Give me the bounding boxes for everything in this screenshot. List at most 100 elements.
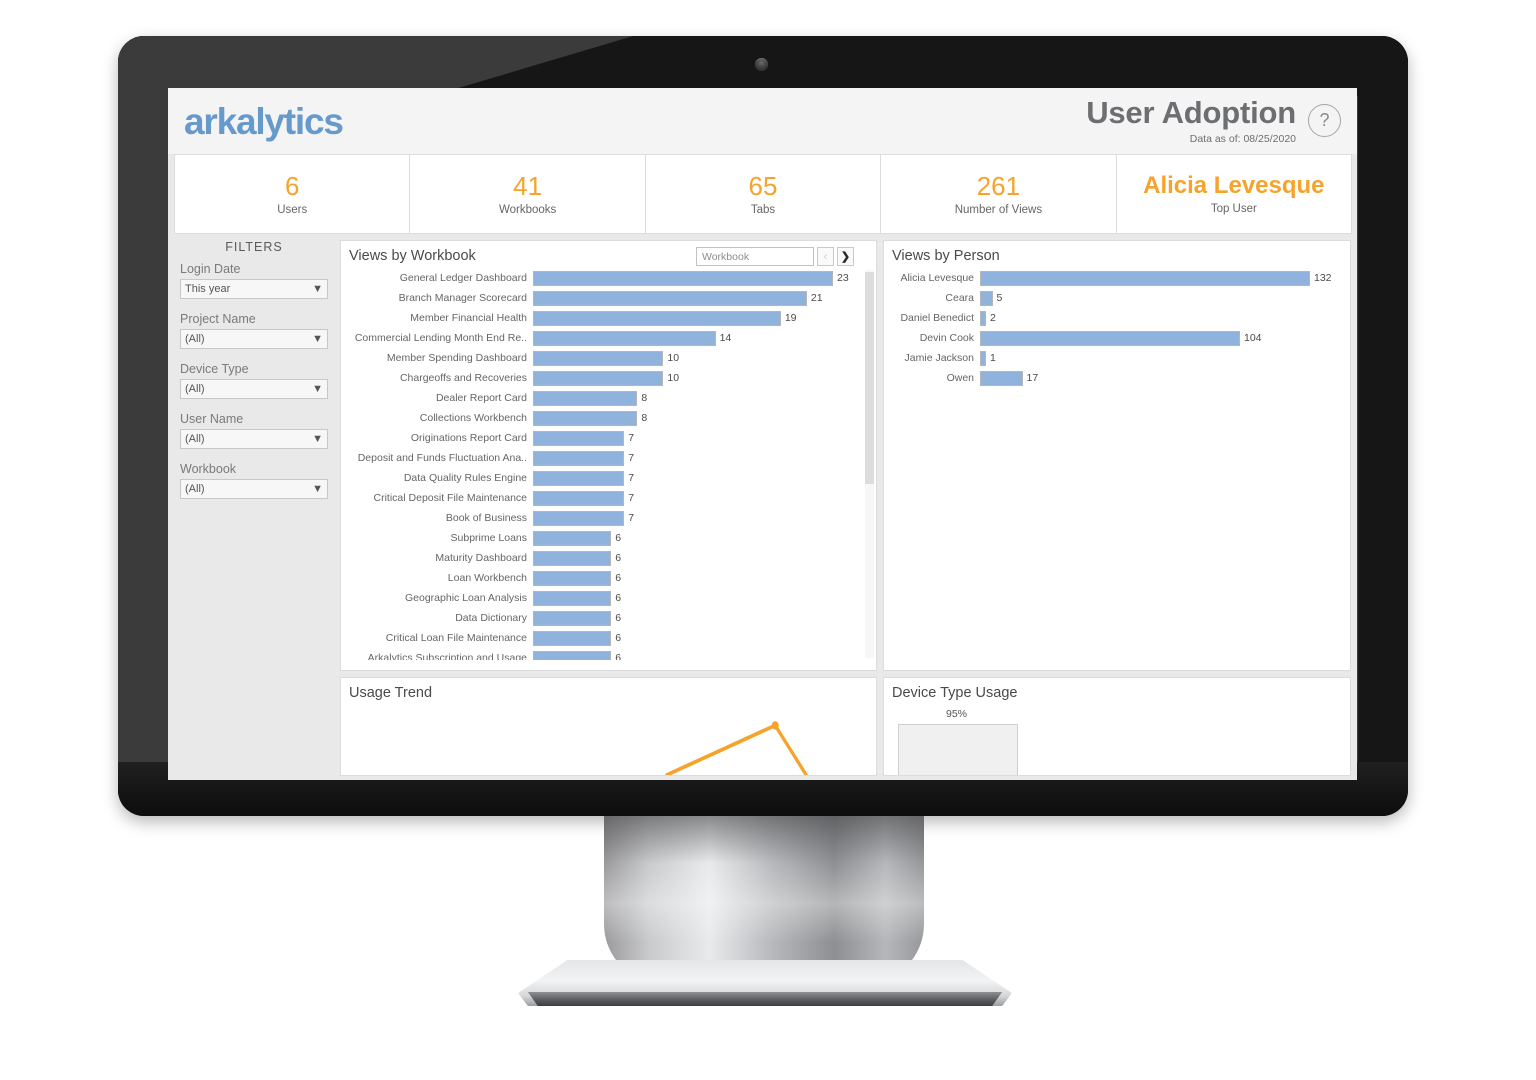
bar-track: 19 — [533, 310, 868, 326]
monitor-stand-base-lip — [527, 992, 1003, 1006]
bar-track: 14 — [533, 330, 868, 346]
bar-value-label: 6 — [615, 592, 622, 604]
kpi-tabs[interactable]: 65 Tabs — [644, 154, 882, 234]
filter-value: (All) — [185, 333, 205, 345]
bar-value-label: 6 — [615, 552, 622, 564]
bar-row[interactable]: Book of Business 7 — [341, 508, 868, 528]
bar-row[interactable]: Deposit and Funds Fluctuation Ana.. 7 — [341, 448, 868, 468]
bar-track: 23 — [533, 270, 868, 286]
kpi-top-user[interactable]: Alicia Levesque Top User — [1115, 154, 1353, 234]
bar-track: 104 — [980, 330, 1342, 346]
bar-fill — [980, 310, 986, 326]
chevron-left-icon[interactable]: ‹ — [817, 247, 834, 266]
filter-workbook: Workbook (All) ▼ — [180, 462, 328, 499]
kpi-users[interactable]: 6 Users — [174, 154, 411, 234]
bar-row[interactable]: General Ledger Dashboard 23 — [341, 268, 868, 288]
bar-category-label: Data Dictionary — [455, 612, 527, 624]
bar-track: 7 — [533, 490, 868, 506]
bar-category-label: Commercial Lending Month End Re.. — [354, 332, 527, 344]
bar-value-label: 7 — [628, 512, 635, 524]
bar-track: 10 — [533, 370, 868, 386]
bar-row[interactable]: Owen 17 — [884, 368, 1342, 388]
bar-fill — [533, 550, 612, 566]
bar-value-label: 10 — [667, 372, 680, 384]
bar-row[interactable]: Member Financial Health 19 — [341, 308, 868, 328]
bar-row[interactable]: Originations Report Card 7 — [341, 428, 868, 448]
kpi-value: 6 — [284, 171, 300, 202]
bar-row[interactable]: Subprime Loans 6 — [341, 528, 868, 548]
bar-row[interactable]: Collections Workbench 8 — [341, 408, 868, 428]
help-circle-icon[interactable]: ? — [1308, 104, 1341, 138]
bar-fill — [533, 430, 625, 446]
bar-category-label: Data Quality Rules Engine — [403, 472, 527, 484]
bar-row[interactable]: Ceara 5 — [884, 288, 1342, 308]
chevron-right-icon[interactable]: ❯ — [837, 247, 854, 266]
bar-fill — [533, 330, 716, 346]
bar-row[interactable]: Alicia Levesque 132 — [884, 268, 1342, 288]
bar-track: 6 — [533, 610, 868, 626]
bar-value-label: 17 — [1026, 372, 1039, 384]
filter-select-project-name[interactable]: (All) ▼ — [180, 329, 328, 349]
bar-track: 8 — [533, 390, 868, 406]
device-type-bar — [898, 724, 1018, 775]
bar-list: General Ledger Dashboard 23 Branch Manager… — [341, 268, 876, 660]
bar-fill — [533, 350, 664, 366]
bar-row[interactable]: Critical Loan File Maintenance 6 — [341, 628, 868, 648]
header-right: User Adoption Data as of: 08/25/2020 ? — [1086, 97, 1345, 145]
bar-row[interactable]: Devin Cook 104 — [884, 328, 1342, 348]
bar-fill — [980, 330, 1240, 346]
views-by-workbook-card: Views by Workbook Workbook ‹ ❯ General L… — [340, 240, 877, 671]
bar-row[interactable]: Data Quality Rules Engine 7 — [341, 468, 868, 488]
bar-value-label: 7 — [628, 452, 635, 464]
bar-value-label: 1 — [990, 352, 996, 364]
filter-value: (All) — [185, 383, 205, 395]
bar-fill — [980, 370, 1023, 386]
bar-row[interactable]: Commercial Lending Month End Re.. 14 — [341, 328, 868, 348]
filter-user-name: User Name (All) ▼ — [180, 412, 328, 449]
bar-fill — [533, 370, 664, 386]
kpi-workbooks[interactable]: 41 Workbooks — [409, 154, 646, 234]
filters-panel: FILTERS Login Date This year ▼ Project N… — [174, 240, 334, 770]
bezel-right — [1358, 36, 1408, 816]
bar-track: 7 — [533, 430, 868, 446]
bar-value-label: 2 — [990, 312, 996, 324]
bar-value-label: 7 — [628, 492, 635, 504]
bar-row[interactable]: Branch Manager Scorecard 21 — [341, 288, 868, 308]
workbook-picker-input[interactable]: Workbook — [696, 247, 814, 266]
bar-row[interactable]: Arkalytics Subscription and Usage 6 — [341, 648, 868, 660]
bar-track: 6 — [533, 630, 868, 646]
bar-row[interactable]: Loan Workbench 6 — [341, 568, 868, 588]
bar-row[interactable]: Dealer Report Card 8 — [341, 388, 868, 408]
filter-select-login-date[interactable]: This year ▼ — [180, 279, 328, 299]
bar-row[interactable]: Chargeoffs and Recoveries 10 — [341, 368, 868, 388]
scrollbar-thumb[interactable] — [865, 272, 874, 484]
bar-row[interactable]: Daniel Benedict 2 — [884, 308, 1342, 328]
bar-value-label: 6 — [615, 632, 622, 644]
filter-select-device-type[interactable]: (All) ▼ — [180, 379, 328, 399]
bar-row[interactable]: Geographic Loan Analysis 6 — [341, 588, 868, 608]
bar-track: 6 — [533, 650, 868, 660]
kpi-number-of-views[interactable]: 261 Number of Views — [880, 154, 1117, 234]
bar-row[interactable]: Critical Deposit File Maintenance 7 — [341, 488, 868, 508]
bar-row[interactable]: Member Spending Dashboard 10 — [341, 348, 868, 368]
filters-title: FILTERS — [225, 240, 283, 252]
bar-row[interactable]: Data Dictionary 6 — [341, 608, 868, 628]
bar-category-label: General Ledger Dashboard — [399, 272, 527, 284]
bar-track: 21 — [533, 290, 868, 306]
filter-select-workbook[interactable]: (All) ▼ — [180, 479, 328, 499]
bar-row[interactable]: Maturity Dashboard 6 — [341, 548, 868, 568]
bar-category-label: Geographic Loan Analysis — [405, 592, 527, 604]
bar-row[interactable]: Jamie Jackson 1 — [884, 348, 1342, 368]
bar-fill — [533, 270, 833, 286]
bar-track: 8 — [533, 410, 868, 426]
kpi-value: 261 — [976, 171, 1021, 202]
bar-category-label: Branch Manager Scorecard — [398, 292, 527, 304]
bar-track: 6 — [533, 530, 868, 546]
bar-fill — [533, 290, 807, 306]
views-by-person-card: Views by Person Alicia Levesque 132 Ceara 5… — [883, 240, 1351, 671]
data-as-of-text: Data as of: 08/25/2020 — [1189, 132, 1296, 145]
bar-value-label: 132 — [1314, 272, 1332, 284]
bar-value-label: 19 — [784, 312, 797, 324]
filter-select-user-name[interactable]: (All) ▼ — [180, 429, 328, 449]
bar-fill — [980, 270, 1310, 286]
